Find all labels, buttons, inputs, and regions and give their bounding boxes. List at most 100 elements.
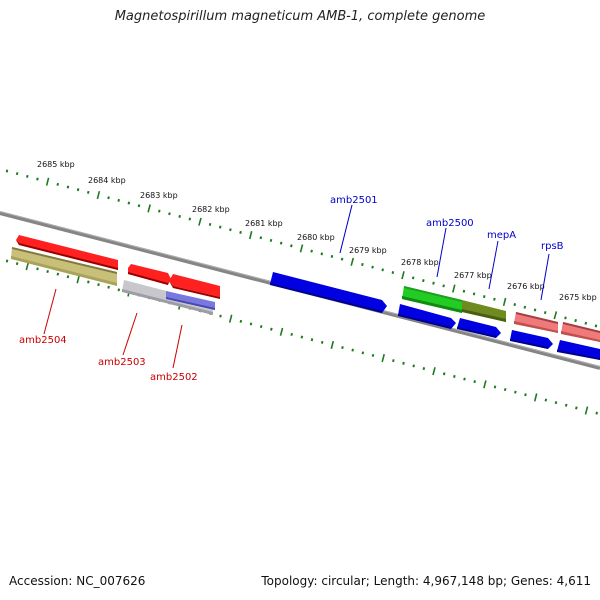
ruler-major-tick [533,393,538,402]
ruler-minor-tick [137,204,141,208]
ruler-minor-tick [340,257,344,261]
ruler-minor-tick [36,267,39,271]
ruler-major-tick [350,257,355,266]
ruler-major-tick [96,190,101,200]
ruler-major-tick [228,314,233,323]
kbp-label: 2675 kbp [559,293,597,302]
ruler-minor-tick [453,374,456,378]
ruler-major-tick [248,231,253,240]
kbp-label: 2681 kbp [245,219,283,228]
ruler-minor-tick [158,209,161,213]
gene-label-amb2504[interactable]: amb2504 [19,335,67,346]
ruler-minor-tick [219,314,222,318]
gene-feature-blue-3[interactable] [510,330,553,349]
leader-line-rpsB [540,253,550,301]
kbp-label: 2683 kbp [140,191,178,200]
ruler-minor-tick [544,398,548,402]
ruler-minor-tick [97,283,100,287]
ruler-minor-tick [320,340,324,344]
ruler-major-tick [483,380,487,389]
ruler-major-tick [381,353,385,363]
ruler-minor-tick [188,217,192,221]
ruler-minor-tick [117,198,120,202]
ruler-minor-tick [412,364,415,368]
kbp-label: 2678 kbp [401,258,439,267]
kbp-label: 2682 kbp [192,205,230,214]
outer-kbp-ruler [5,169,598,328]
ruler-minor-tick [66,185,70,189]
ruler-minor-tick [290,332,293,336]
kbp-label: 2684 kbp [88,176,126,185]
leader-line-amb2502 [172,324,183,369]
gene-label-amb2500[interactable]: amb2500 [426,218,474,229]
gene-feature-blue-4[interactable] [557,340,600,360]
ruler-minor-tick [300,335,304,339]
gene-feature-amb2504[interactable] [16,235,118,270]
gene-label-amb2503[interactable]: amb2503 [98,357,146,368]
gene-feature-amb2503[interactable] [128,264,171,285]
ruler-minor-tick [330,254,334,258]
ruler-minor-tick [127,201,131,205]
gene-label-rpsB[interactable]: rpsB [541,241,564,252]
ruler-minor-tick [168,212,171,216]
gene-leader-lines [43,204,550,369]
leader-line-amb2500 [436,227,447,278]
ruler-major-tick [553,311,558,320]
ruler-major-tick [76,275,80,284]
gene-feature-pink-2[interactable] [561,322,600,342]
gene-feature-blue-2[interactable] [457,318,501,338]
ruler-major-tick [432,367,436,376]
ruler-minor-tick [524,393,527,397]
ruler-minor-tick [310,338,314,342]
ruler-minor-tick [310,249,313,253]
kbp-label: 2676 kbp [507,282,545,291]
ruler-minor-tick [107,285,110,289]
ruler-major-tick [452,284,456,293]
ruler-minor-tick [472,292,476,296]
ruler-minor-tick [554,401,558,405]
gene-feature-rpsB[interactable] [514,312,558,333]
ruler-minor-tick [371,353,375,357]
topology-text: Topology: circular; Length: 4,967,148 bp… [261,574,591,588]
ruler-minor-tick [36,177,39,181]
gene-feature-olive[interactable] [11,247,117,286]
ruler-minor-tick [432,281,435,285]
gene-feature-slate[interactable] [166,291,215,310]
kbp-label: 2680 kbp [297,233,335,242]
ruler-minor-tick [361,351,365,355]
ruler-major-tick [401,271,405,280]
ruler-minor-tick [523,305,527,309]
gene-label-amb2502[interactable]: amb2502 [150,372,198,383]
ruler-minor-tick [493,297,496,301]
ruler-major-tick [502,297,507,306]
ruler-minor-tick [270,327,273,331]
kbp-label: 2679 kbp [349,246,387,255]
gene-feature-blue-1[interactable] [398,304,456,329]
ruler-minor-tick [462,289,466,293]
gene-label-mepA[interactable]: mepA [487,230,516,241]
gene-features [11,235,600,360]
gene-feature-mepA[interactable] [462,300,506,322]
gene-feature-amb2501[interactable] [270,272,387,313]
gene-feature-amb2502[interactable] [169,274,220,299]
gene-feature-amb2500[interactable] [402,286,462,313]
ruler-minor-tick [107,196,110,200]
ruler-minor-tick [56,272,60,276]
leader-line-amb2503 [122,312,138,356]
ruler-minor-tick [26,174,29,178]
ruler-minor-tick [503,388,507,392]
ruler-minor-tick [239,230,242,234]
ruler-minor-tick [290,244,293,248]
ruler-minor-tick [543,311,547,315]
ruler-major-tick [279,327,284,336]
ruler-minor-tick [595,411,598,415]
ruler-minor-tick [564,403,568,407]
ruler-minor-tick [5,259,9,263]
genome-title: Magnetospirillum magneticum AMB-1, compl… [114,9,486,24]
ruler-minor-tick [178,214,181,218]
ruler-minor-tick [361,262,364,267]
ruler-minor-tick [86,190,90,194]
ruler-minor-tick [442,284,445,288]
ruler-minor-tick [208,222,212,226]
gene-label-amb2501[interactable]: amb2501 [330,195,378,206]
